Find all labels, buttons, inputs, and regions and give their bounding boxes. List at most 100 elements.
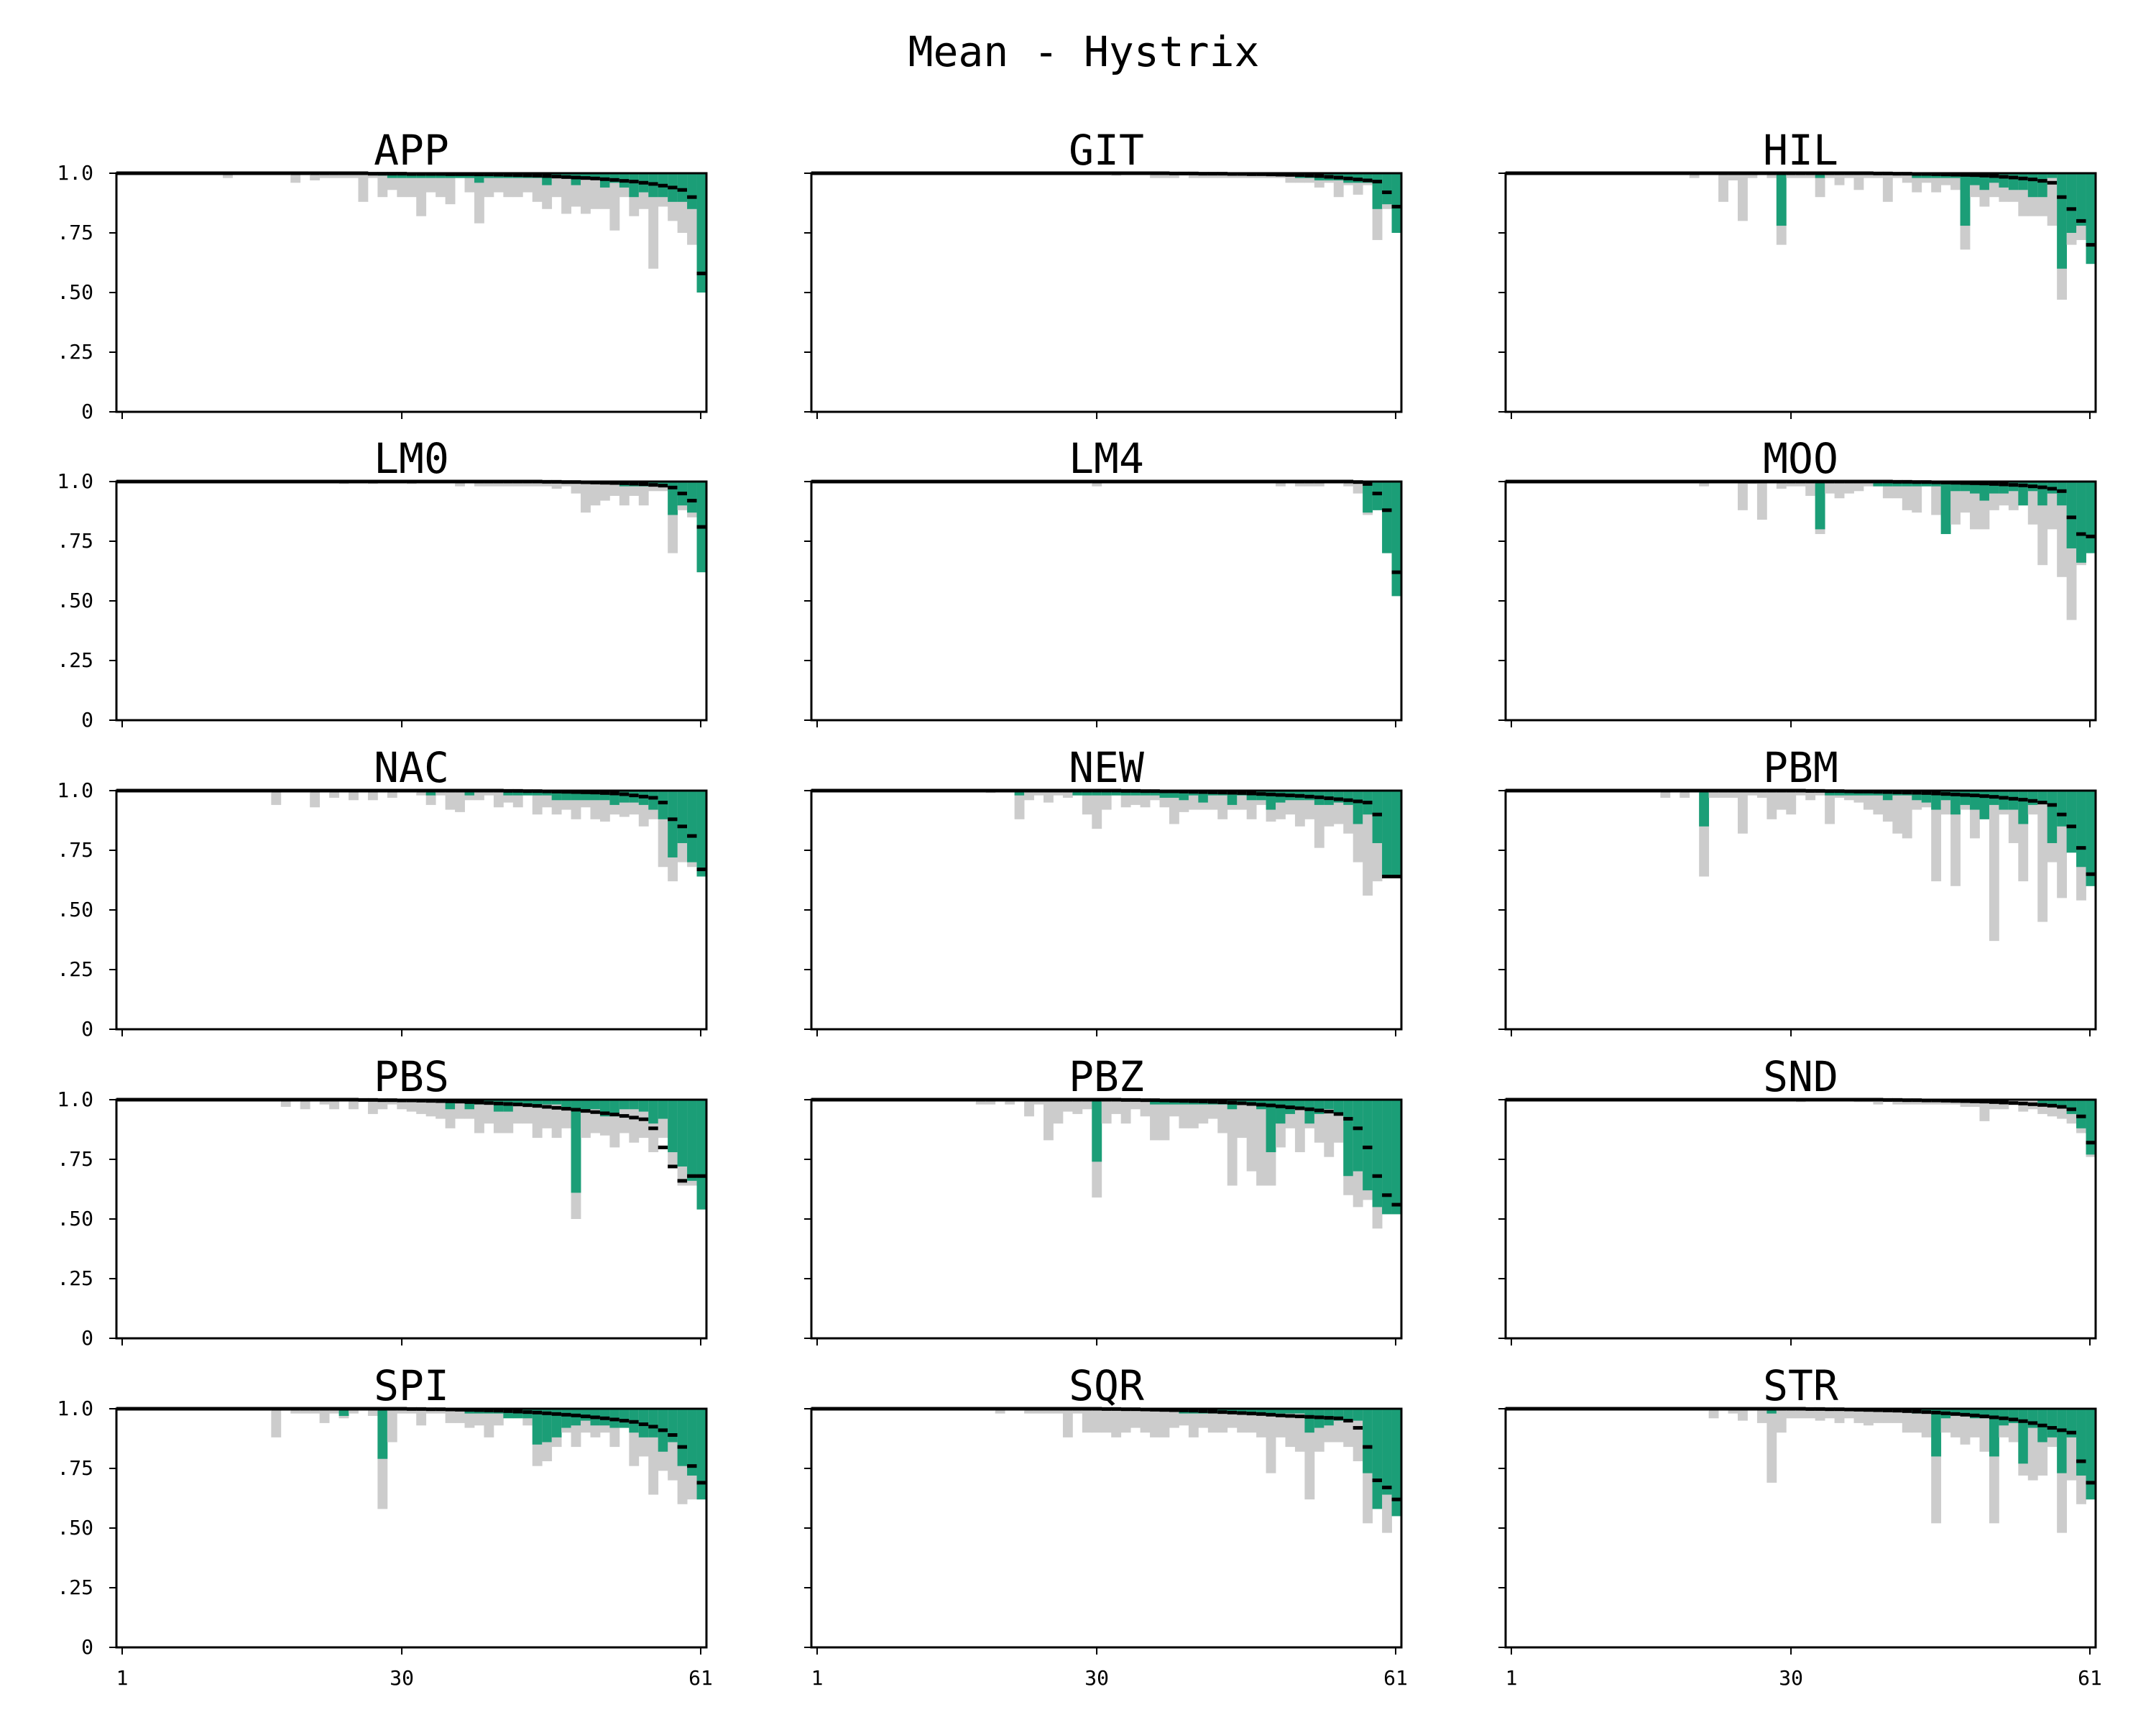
range-bar	[474, 791, 484, 801]
range-bar	[474, 173, 484, 224]
interval-bar	[1324, 1100, 1335, 1110]
interval-bar	[1101, 791, 1112, 796]
mean-mark	[503, 172, 514, 177]
mean-mark	[1266, 1412, 1276, 1417]
mean-mark	[2066, 1430, 2077, 1435]
mean-mark	[1931, 791, 1942, 796]
y-tick-label: .25	[57, 648, 93, 672]
range-bar	[1912, 1100, 1922, 1105]
panel-title: NAC	[374, 743, 449, 792]
range-bar	[1276, 482, 1286, 487]
y-tick-label: .25	[57, 957, 93, 981]
mean-mark	[561, 175, 571, 179]
range-bar	[367, 1100, 378, 1114]
mean-mark	[1372, 180, 1383, 184]
panel-spi: SPI 0 .25 .50 .75 1.0 1 30 61	[57, 1361, 712, 1690]
mean-mark	[638, 1117, 649, 1121]
range-bar	[1708, 791, 1719, 798]
range-bar	[1825, 1409, 1835, 1419]
mean-mark	[484, 172, 494, 177]
range-bar	[2037, 791, 2048, 922]
interval-bar	[581, 1100, 591, 1110]
mean-mark	[484, 1408, 494, 1412]
range-bar	[1815, 173, 1825, 198]
interval-bar	[1391, 173, 1402, 233]
range-bar	[1853, 173, 1864, 190]
interval-bar	[619, 1100, 630, 1110]
mean-mark	[1873, 790, 1884, 794]
mean-mark	[1324, 796, 1335, 801]
mean-mark	[1246, 791, 1257, 796]
mean-mark	[599, 791, 610, 795]
mean-mark	[2086, 243, 2096, 247]
mean-mark	[648, 1425, 659, 1429]
range-bar	[609, 482, 620, 496]
interval-bar	[425, 791, 436, 796]
range-bar	[425, 1409, 436, 1414]
mean-mark	[1343, 1419, 1354, 1423]
interval-bar	[1825, 791, 1835, 796]
mean-mark	[1863, 1408, 1874, 1412]
interval-bar	[1902, 482, 1912, 487]
interval-bar	[2018, 173, 2029, 190]
mean-mark	[638, 1422, 649, 1427]
mean-mark	[696, 1481, 707, 1485]
range-bar	[1805, 482, 1816, 496]
range-bar	[1815, 791, 1825, 796]
mean-mark	[436, 1099, 446, 1103]
mean-mark	[687, 834, 697, 838]
interval-bar	[2066, 1100, 2077, 1114]
range-bar	[1892, 791, 1903, 834]
range-bar	[1786, 482, 1797, 487]
range-bar	[1728, 791, 1738, 798]
mean-mark	[668, 485, 678, 489]
range-bar	[1005, 1100, 1015, 1105]
mean-mark	[1207, 790, 1218, 794]
range-bar	[1343, 482, 1354, 487]
mean-mark	[2057, 1428, 2068, 1432]
interval-bar	[397, 173, 407, 178]
interval-bar	[2057, 791, 2068, 827]
range-bar	[532, 482, 543, 487]
mean-mark	[2027, 799, 2038, 803]
mean-mark	[1179, 1408, 1189, 1412]
interval-bar	[1931, 791, 1942, 810]
mean-mark	[1940, 172, 1951, 177]
mean-mark	[677, 1445, 688, 1449]
mean-mark	[2086, 1481, 2096, 1485]
y-tick-label: .50	[57, 1516, 93, 1540]
y-tick-label: .25	[57, 340, 93, 364]
range-bar	[1728, 173, 1738, 180]
panel-title: SND	[1763, 1052, 1838, 1101]
range-bar	[349, 173, 359, 178]
mean-mark	[619, 1419, 630, 1423]
interval-bar	[1873, 482, 1884, 487]
mean-mark	[1276, 1413, 1286, 1417]
range-bar	[1207, 173, 1218, 178]
mean-mark	[638, 482, 649, 487]
mean-mark	[677, 824, 688, 829]
range-bar	[484, 1100, 494, 1124]
mean-mark	[1285, 1105, 1296, 1110]
mean-mark	[1999, 482, 2009, 487]
interval-bar	[561, 1100, 571, 1110]
mean-mark	[2086, 872, 2096, 876]
range-bar	[290, 173, 301, 183]
interval-bar	[2047, 1100, 2058, 1107]
mean-mark	[2018, 1419, 2029, 1423]
interval-bar	[1150, 791, 1160, 796]
mean-mark	[1304, 173, 1315, 178]
mean-mark	[542, 1105, 553, 1109]
mean-mark	[2037, 485, 2048, 489]
mean-mark	[1294, 1414, 1305, 1419]
mean-mark	[1246, 1102, 1257, 1106]
mean-mark	[522, 1103, 533, 1108]
interval-bar	[338, 1409, 349, 1416]
mean-mark	[1363, 1145, 1373, 1149]
interval-bar	[696, 173, 707, 293]
range-bar	[1960, 1100, 1971, 1107]
mean-mark	[1276, 172, 1286, 177]
panel-moo: MOO	[1498, 434, 2097, 727]
interval-bar	[2047, 791, 2058, 844]
range-bar	[1825, 173, 1835, 178]
